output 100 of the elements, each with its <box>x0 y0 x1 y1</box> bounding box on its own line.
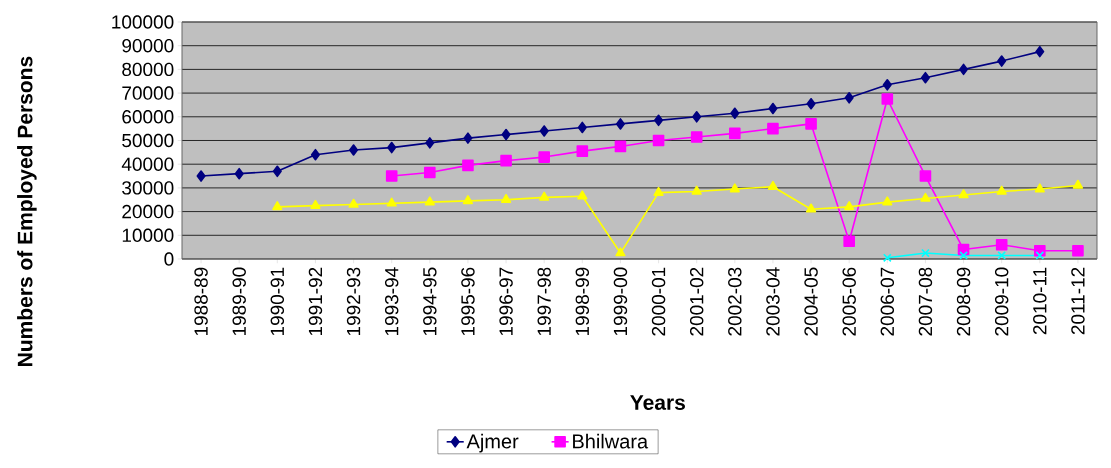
point <box>767 122 779 135</box>
x-tick-label: 1989-90 <box>232 267 246 336</box>
point <box>1035 45 1045 58</box>
point <box>959 63 969 76</box>
y-tick-label: 80000 <box>122 62 174 77</box>
x-tick-label: 1988-89 <box>194 267 208 336</box>
point <box>424 166 436 179</box>
point <box>538 151 550 163</box>
x-tick-label: 1997-98 <box>537 267 551 336</box>
point <box>500 193 512 204</box>
x-tick-label: 1994-95 <box>423 267 437 336</box>
point <box>882 79 892 91</box>
point <box>577 121 587 134</box>
point <box>386 197 397 207</box>
y-tick-label: 50000 <box>122 133 174 148</box>
x-tick-label: 2001-02 <box>689 267 704 336</box>
y-tick-label: 20000 <box>122 204 174 219</box>
point <box>196 170 206 182</box>
y-tick-label: 60000 <box>122 110 174 124</box>
point <box>805 203 817 213</box>
point <box>653 186 664 196</box>
point <box>462 159 474 172</box>
x-tick-label: 1991-92 <box>308 267 323 336</box>
point <box>615 247 626 257</box>
point <box>310 148 320 161</box>
x-tick-label: 1993-94 <box>384 267 399 336</box>
point <box>882 196 893 206</box>
y-tick-label: 90000 <box>122 38 174 53</box>
point <box>729 183 740 193</box>
point <box>920 71 930 84</box>
point <box>996 185 1007 195</box>
y-tick-label: 70000 <box>122 86 174 100</box>
point <box>462 195 474 205</box>
point <box>958 189 969 199</box>
point <box>652 134 665 147</box>
point <box>310 199 321 209</box>
y-tick-label: 0 <box>164 252 174 266</box>
point <box>463 132 473 144</box>
point <box>882 253 892 263</box>
point <box>997 251 1007 260</box>
point <box>805 118 817 130</box>
point <box>691 185 702 195</box>
point <box>615 118 625 130</box>
point <box>501 128 511 141</box>
point <box>425 137 435 149</box>
x-tick-label: 2005-06 <box>842 267 856 336</box>
point <box>1072 244 1084 257</box>
point <box>424 196 435 206</box>
point <box>614 140 627 153</box>
point <box>385 170 398 182</box>
point <box>806 97 816 110</box>
point <box>1034 183 1045 193</box>
x-tick-label: 2000-01 <box>651 267 666 336</box>
point <box>921 248 930 258</box>
point <box>997 55 1007 67</box>
point <box>1035 251 1045 260</box>
point <box>767 180 779 191</box>
x-tick-label: 2010-11 <box>1033 267 1047 335</box>
x-tick-label: 1995-96 <box>461 267 475 336</box>
x-tick-label: 2011-12 <box>1071 267 1085 335</box>
x-tick-label: 2003-04 <box>766 267 780 336</box>
point <box>844 92 854 104</box>
legend-label: Ajmer <box>466 433 519 453</box>
point <box>881 93 894 105</box>
y-tick-label: 100000 <box>112 15 174 29</box>
x-tick-label: 2004-05 <box>804 267 818 336</box>
x-tick-label: 2009-10 <box>994 267 1009 336</box>
x-tick-label: 2007-08 <box>918 267 933 336</box>
y-tick-label: 40000 <box>121 157 174 171</box>
point <box>500 154 512 167</box>
x-tick-label: 1996-97 <box>499 267 513 336</box>
point <box>539 125 549 137</box>
point <box>387 141 397 154</box>
x-tick-label: 1998-99 <box>575 267 590 336</box>
point <box>690 131 703 143</box>
point <box>539 191 550 201</box>
point <box>919 170 932 182</box>
point <box>272 201 283 211</box>
point <box>843 235 855 248</box>
point <box>272 165 282 178</box>
x-tick-label: 1999-00 <box>613 267 628 336</box>
x-tick-label: 2002-03 <box>728 267 742 336</box>
point <box>959 251 968 260</box>
point <box>654 114 664 127</box>
point <box>844 201 855 211</box>
x-tick-label: 2006-07 <box>880 267 895 336</box>
y-axis-title: Numbers of Employed Persons <box>17 56 37 366</box>
y-tick-label: 30000 <box>122 181 174 195</box>
x-tick-label: 1990-91 <box>270 267 285 336</box>
point <box>348 198 359 208</box>
point <box>234 167 244 180</box>
y-tick-label: 10000 <box>122 228 174 243</box>
point <box>920 192 931 202</box>
point <box>576 145 589 157</box>
point <box>1072 179 1084 189</box>
legend-label: Bhilwara <box>573 433 649 449</box>
point <box>692 110 702 123</box>
point <box>349 144 359 156</box>
point <box>577 190 588 200</box>
point <box>768 102 778 115</box>
